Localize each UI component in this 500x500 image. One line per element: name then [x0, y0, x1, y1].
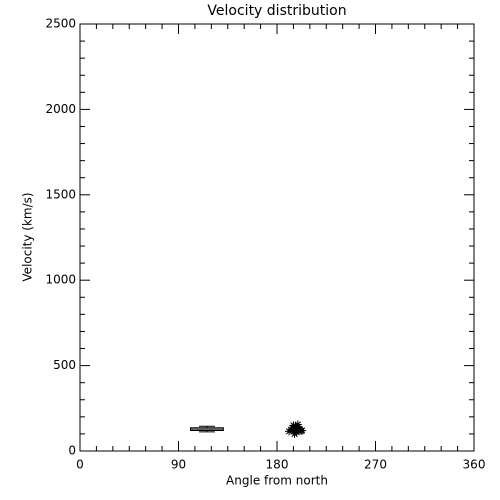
y-tick-label: 2000	[45, 102, 76, 116]
point	[293, 420, 302, 429]
point	[289, 421, 298, 430]
plot-frame	[79, 23, 475, 452]
chart-title: Velocity distribution	[207, 3, 346, 19]
y-tick-label: 1000	[45, 273, 76, 287]
y-axis-label: Velocity (km/s)	[21, 192, 35, 281]
x-axis-label: Angle from north	[226, 474, 328, 488]
y-tick-label: 0	[68, 444, 76, 458]
x-tick-label: 180	[266, 458, 289, 472]
x-tick-label: 90	[171, 458, 186, 472]
x-tick-label: 270	[364, 458, 387, 472]
y-tick-label: 500	[53, 358, 76, 372]
x-tick-label: 0	[76, 458, 84, 472]
point	[290, 429, 299, 438]
x-tick-label: 360	[463, 458, 486, 472]
y-tick-label: 1500	[45, 187, 76, 201]
y-tick-label: 2500	[45, 17, 76, 31]
point	[298, 426, 307, 435]
